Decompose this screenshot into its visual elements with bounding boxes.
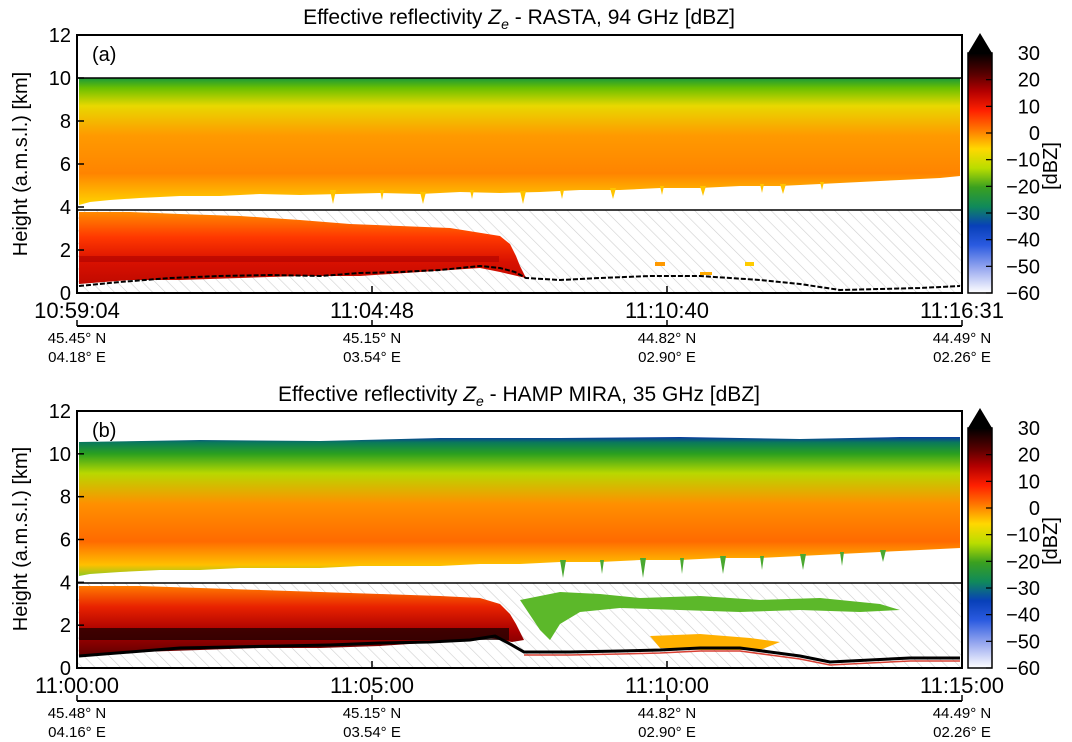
- panel-a-ylabel: Height (a.m.s.l.) [km]: [10, 72, 32, 256]
- panel-b-ytick-label: 4: [60, 572, 71, 594]
- panel-b-xtick-time: 11:05:00: [330, 673, 414, 698]
- panel-b-colorbar-tick-label: 20: [1018, 445, 1040, 467]
- panel-b: Effective reflectivity Ze - HAMP MIRA, 3…: [10, 383, 1062, 741]
- panel-a-xtick-time: 11:16:31: [920, 298, 1004, 323]
- panel-b-xtick-lon: 03.54° E: [343, 724, 401, 741]
- panel-a-ytick-label: 4: [60, 197, 71, 219]
- panel-b-colorbar-ticks: 30 20 10 0 −10 −20 −30 −40 −50 −60: [986, 418, 1040, 680]
- panel-b-ytick-label: 6: [60, 530, 71, 552]
- panel-b-bright-band: [79, 628, 509, 640]
- panel-a-ytick-label: 8: [60, 111, 71, 133]
- panel-b-colorbar-tick-label: 0: [1029, 498, 1040, 520]
- panel-a-xtick-lon: 02.90° E: [638, 349, 696, 366]
- panel-a-xtick-lat: 44.49° N: [933, 330, 992, 347]
- panel-a-xtick-lon: 03.54° E: [343, 349, 401, 366]
- panel-b-title: Effective reflectivity Ze - HAMP MIRA, 3…: [278, 383, 760, 409]
- panel-b-ytick-label: 10: [49, 444, 71, 466]
- panel-b-colorbar-tick-label: −10: [1006, 525, 1040, 547]
- panel-a-colorbar-tick-label: 20: [1018, 70, 1040, 92]
- panel-a-colorbar-extend-arrow: [968, 33, 992, 53]
- panel-a-bright-band: [79, 256, 499, 262]
- panel-a-x-axis: 10:59:04 45.45° N 04.18° E 11:04:48 45.15° N…: [34, 286, 1004, 366]
- panel-a-colorbar-tick-label: 10: [1018, 96, 1040, 118]
- panel-a-colorbar-ticks: 30 20 10 0 −10 −20 −30 −40 −50 −60: [986, 43, 1040, 305]
- panel-a-upper-cloud: [79, 78, 960, 205]
- panel-b-colorbar-tick-label: −50: [1006, 631, 1040, 653]
- panel-b-mid-echoes: [520, 592, 900, 640]
- panel-b-ytick-label: 2: [60, 615, 71, 637]
- panel-b-xtick-lat: 45.15° N: [343, 705, 402, 722]
- panel-a-plot-area: [77, 77, 962, 293]
- panel-a-isolated-echoes: [655, 262, 754, 275]
- panel-b-virga: [560, 550, 886, 578]
- panel-b-xtick-lon: 02.90° E: [638, 724, 696, 741]
- panel-b-xtick-time: 11:15:00: [920, 673, 1004, 698]
- panel-b-plot-area: [77, 437, 962, 668]
- panel-a-xtick-time: 11:04:48: [330, 298, 414, 323]
- panel-b-surface-line: [78, 634, 960, 664]
- panel-a-virga: [330, 182, 824, 204]
- panel-a-colorbar-tick-label: −30: [1006, 203, 1040, 225]
- panel-a-lower-precip: [79, 212, 526, 284]
- panel-a-xtick-time: 10:59:04: [34, 298, 120, 323]
- panel-a-ytick-label: 2: [60, 240, 71, 262]
- panel-b-colorbar-tick-label: −20: [1006, 551, 1040, 573]
- panel-a: Effective reflectivity Ze - RASTA, 94 GH…: [10, 6, 1062, 366]
- panel-b-colorbar: 30 20 10 0 −10 −20 −30 −40 −50 −60 [dBZ]: [967, 408, 1062, 680]
- panel-b-colorbar-tick-label: 30: [1018, 418, 1040, 440]
- panel-a-ytick-label: 6: [60, 154, 71, 176]
- panel-b-ytick-label: 8: [60, 487, 71, 509]
- panel-a-colorbar-tick-label: −60: [1006, 283, 1040, 305]
- panel-a-colorbar-tick-label: −10: [1006, 150, 1040, 172]
- panel-b-colorbar-bar: [967, 427, 993, 669]
- panel-b-colorbar-extend-arrow: [968, 408, 992, 428]
- panel-a-colorbar-bar: [967, 52, 993, 294]
- panel-b-xtick-lon: 02.26° E: [933, 724, 991, 741]
- panel-a-label: (a): [92, 44, 116, 66]
- panel-b-x-axis: 11:00:00 45.48° N 04.16° E 11:05:00 45.15° N…: [35, 661, 1004, 741]
- panel-b-colorbar-tick-label: −40: [1006, 605, 1040, 627]
- panel-b-colorbar-tick-label: −60: [1006, 658, 1040, 680]
- panel-b-ytick-label: 0: [60, 658, 71, 680]
- panel-b-surface-echo: [524, 650, 960, 666]
- panel-a-xtick-time: 11:10:40: [625, 298, 709, 323]
- panel-b-xtick-lat: 44.82° N: [638, 705, 697, 722]
- panel-b-colorbar-label: [dBZ]: [1040, 517, 1062, 565]
- panel-a-colorbar-tick-label: 0: [1029, 123, 1040, 145]
- panel-a-ytick-label: 10: [49, 68, 71, 90]
- panel-a-ytick-label: 0: [60, 283, 71, 305]
- panel-b-ytick-label: 12: [49, 401, 71, 423]
- panel-b-label: (b): [92, 420, 116, 442]
- panel-b-xtick-time: 11:00:00: [35, 673, 119, 698]
- panel-b-ylabel: Height (a.m.s.l.) [km]: [10, 447, 32, 631]
- panel-a-colorbar-tick-label: 30: [1018, 43, 1040, 65]
- panel-b-colorbar-tick-label: 10: [1018, 471, 1040, 493]
- panel-b-low-streaks: [650, 634, 780, 650]
- panel-b-upper-cloud: [79, 437, 960, 576]
- panel-a-xtick-lon: 02.26° E: [933, 349, 991, 366]
- panel-a-xtick-lat: 44.82° N: [638, 330, 697, 347]
- panel-a-colorbar-tick-label: −50: [1006, 256, 1040, 278]
- panel-b-xtick-lon: 04.16° E: [48, 724, 106, 741]
- panel-a-title: Effective reflectivity Ze - RASTA, 94 GH…: [303, 6, 735, 32]
- panel-a-colorbar-tick-label: −20: [1006, 176, 1040, 198]
- panel-a-xtick-lat: 45.45° N: [48, 330, 107, 347]
- panel-b-xtick-lat: 45.48° N: [48, 705, 107, 722]
- panel-a-xtick-lon: 04.18° E: [48, 349, 106, 366]
- panel-a-y-axis: 0 2 4 6 8 10 12: [49, 25, 84, 305]
- panel-b-xtick-lat: 44.49° N: [933, 705, 992, 722]
- panel-a-xtick-lat: 45.15° N: [343, 330, 402, 347]
- panel-a-colorbar: 30 20 10 0 −10 −20 −30 −40 −50 −60 [dBZ]: [967, 33, 1062, 305]
- panel-a-colorbar-tick-label: −40: [1006, 230, 1040, 252]
- panel-b-y-axis: 0 2 4 6 8 10 12: [49, 401, 84, 680]
- panel-a-ytick-label: 12: [49, 25, 71, 47]
- panel-b-xtick-time: 11:10:00: [625, 673, 709, 698]
- panel-a-surface-line: [78, 264, 961, 292]
- panel-a-colorbar-label: [dBZ]: [1040, 142, 1062, 190]
- panel-b-colorbar-tick-label: −30: [1006, 578, 1040, 600]
